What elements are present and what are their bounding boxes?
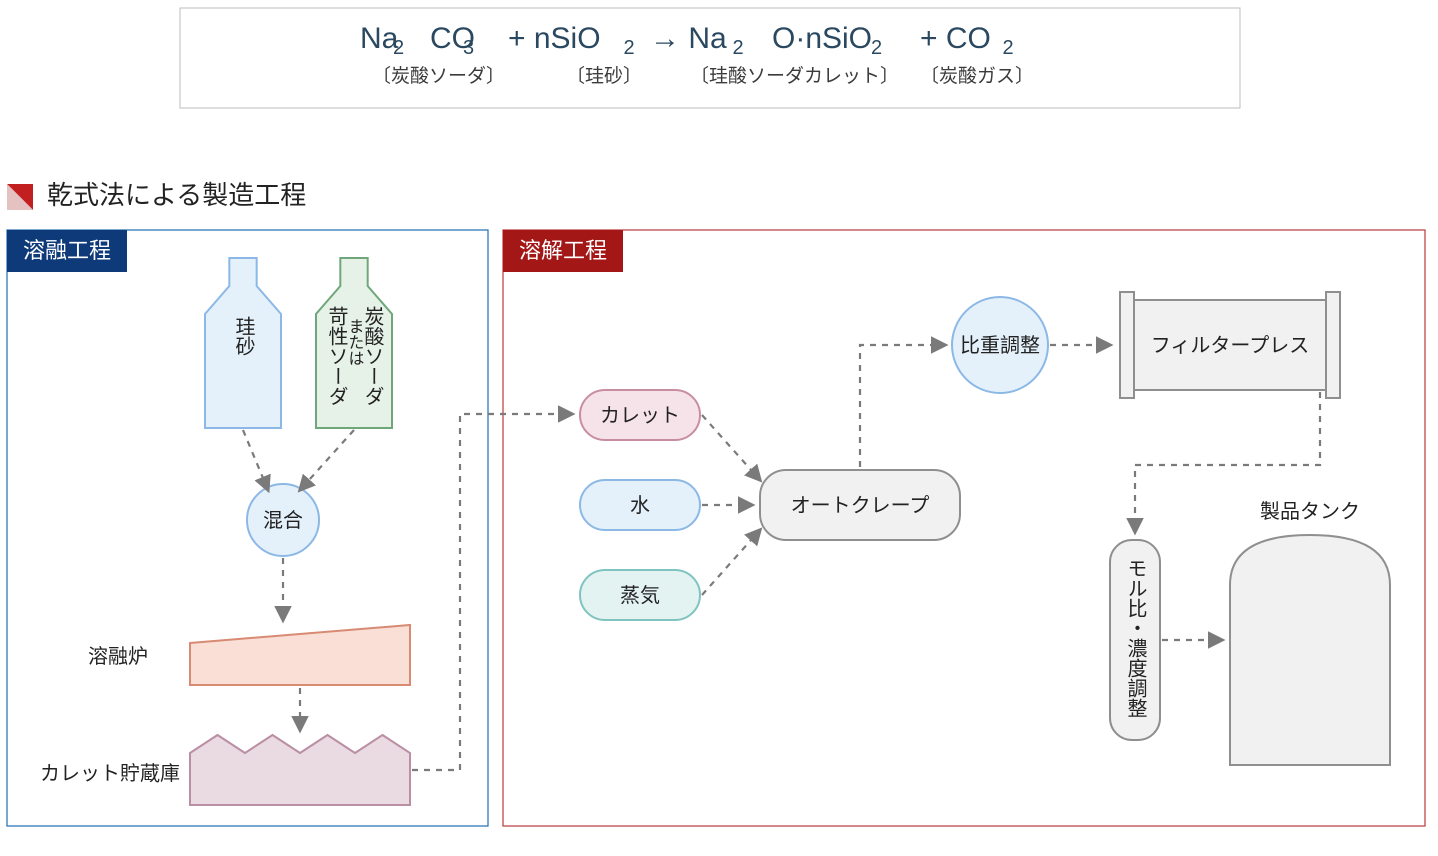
- equation-subscript: 2: [871, 37, 882, 59]
- node-molar: モル比・濃度調整: [1110, 540, 1160, 740]
- equation-subscript: 3: [463, 37, 474, 59]
- equation-box: Na2CO3 + nSiO2 → Na2O·nSiO2 + CO2 〔炭酸ソーダ…: [180, 8, 1240, 108]
- node-water: 水: [580, 480, 700, 530]
- section-title: 乾式法による製造工程: [47, 180, 306, 210]
- edge-autoclave-to-gravity: [860, 345, 945, 467]
- node-cullet_store: カレット貯蔵庫: [40, 735, 410, 805]
- edge-steam-to-autoclave: [702, 530, 760, 595]
- equation-term: + CO: [920, 22, 991, 55]
- edge-silica-to-mix: [243, 430, 268, 490]
- node-label: 苛性ソーダ: [325, 306, 348, 406]
- equation-annotation: 〔炭酸ガス〕: [920, 65, 1034, 87]
- equation-annotations: 〔炭酸ソーダ〕 〔珪砂〕 〔珪酸ソーダカレット〕〔炭酸ガス〕: [372, 65, 1034, 87]
- node-label: カレット貯蔵庫: [40, 762, 180, 785]
- node-label: 炭酸ソーダ: [361, 306, 384, 406]
- node-steam: 蒸気: [580, 570, 700, 620]
- node-label: フィルタープレス: [1151, 334, 1309, 357]
- edge-cullet_store-to-cullet: [412, 414, 572, 770]
- node-label: モル比・濃度調整: [1124, 558, 1147, 718]
- node-furnace: 溶融炉: [88, 625, 410, 685]
- edge-cullet-to-autoclave: [702, 415, 760, 480]
- equation-subscript: 2: [1003, 37, 1014, 59]
- equation-annotation: 〔珪砂〕: [566, 65, 642, 87]
- node-label: 溶融炉: [88, 645, 148, 668]
- node-label: または: [346, 318, 364, 366]
- node-label: 珪砂: [232, 316, 255, 356]
- node-label: 製品タンク: [1260, 500, 1360, 523]
- section-header: 乾式法による製造工程: [7, 180, 306, 210]
- node-label: 混合: [263, 509, 303, 532]
- node-label: 蒸気: [620, 584, 660, 607]
- node-silica: 珪砂: [205, 258, 281, 428]
- equation-term: O·nSiO: [772, 22, 872, 55]
- equation-term: + nSiO: [508, 22, 601, 55]
- node-gravity: 比重調整: [952, 297, 1048, 393]
- node-tank: 製品タンク: [1230, 500, 1390, 765]
- stage-label: 溶融工程: [23, 238, 111, 263]
- node-label: オートクレープ: [791, 494, 930, 517]
- stage-label: 溶解工程: [519, 238, 607, 263]
- node-label: 水: [630, 494, 650, 517]
- equation-annotation: 〔珪酸ソーダカレット〕: [690, 65, 899, 87]
- node-autoclave: オートクレープ: [760, 470, 960, 540]
- node-soda: 炭酸ソーダまたは苛性ソーダ: [316, 258, 392, 428]
- edge-soda-to-mix: [300, 430, 354, 490]
- equation-term: → Na: [650, 22, 727, 55]
- equation-subscript: 2: [393, 37, 404, 59]
- node-label: 比重調整: [960, 334, 1040, 357]
- node-label: カレット: [600, 405, 680, 427]
- equation-subscript: 2: [733, 37, 744, 59]
- equation-subscript: 2: [624, 37, 635, 59]
- node-cullet: カレット: [580, 390, 700, 440]
- node-mix: 混合: [247, 484, 319, 556]
- equation-annotation: 〔炭酸ソーダ〕: [372, 65, 505, 87]
- node-filter: フィルタープレス: [1120, 292, 1340, 398]
